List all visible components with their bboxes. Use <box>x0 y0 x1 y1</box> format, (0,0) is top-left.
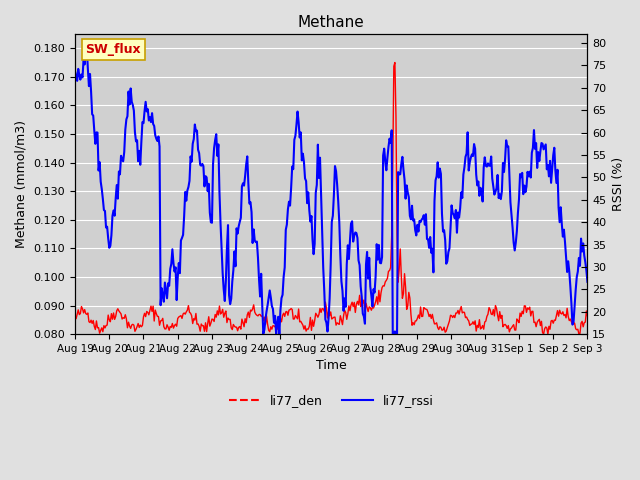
Y-axis label: RSSI (%): RSSI (%) <box>612 157 625 211</box>
Text: SW_flux: SW_flux <box>85 43 141 56</box>
Legend: li77_den, li77_rssi: li77_den, li77_rssi <box>224 389 439 412</box>
Y-axis label: Methane (mmol/m3): Methane (mmol/m3) <box>15 120 28 248</box>
X-axis label: Time: Time <box>316 360 347 372</box>
Title: Methane: Methane <box>298 15 365 30</box>
